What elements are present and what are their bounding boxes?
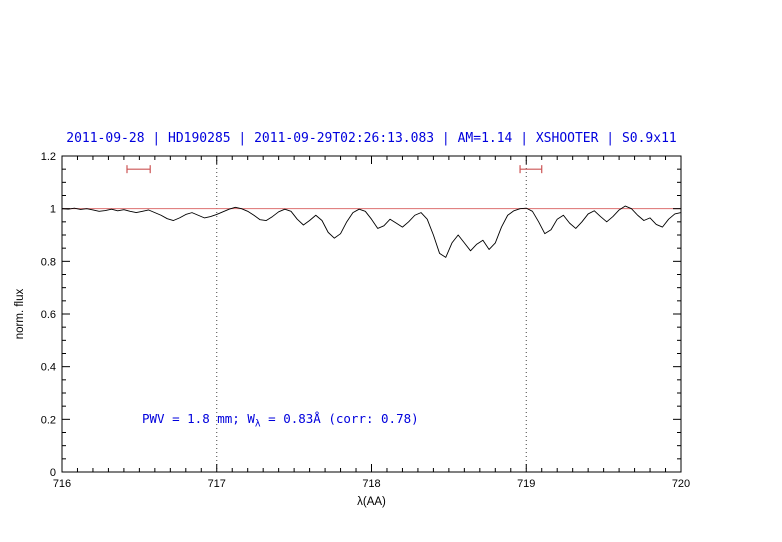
- x-tick-label: 717: [208, 478, 226, 490]
- x-tick-label: 718: [362, 478, 380, 490]
- x-tick-label: 719: [517, 478, 535, 490]
- annotation-prefix: PWV = 1.8 mm; W: [142, 411, 255, 426]
- y-tick-label: 1.2: [41, 151, 56, 163]
- y-tick-label: 0.6: [41, 309, 56, 321]
- x-tick-label: 716: [53, 478, 71, 490]
- plot-title: 2011-09-28 | HD190285 | 2011-09-29T02:26…: [66, 131, 677, 146]
- annotation-subscript-lambda: λ: [254, 418, 261, 430]
- y-axis-label: norm. flux: [14, 288, 26, 340]
- spectrum-line: [61, 205, 682, 258]
- y-tick-label: 0: [50, 467, 56, 479]
- annotation-suffix: = 0.83Å (corr: 0.78): [260, 411, 419, 426]
- y-tick-label: 0.4: [41, 362, 56, 374]
- y-tick-label: 0.2: [41, 414, 56, 426]
- x-tick-label: 720: [672, 478, 690, 490]
- y-tick-label: 1: [50, 204, 56, 216]
- pwv-annotation: PWV = 1.8 mm; Wλ = 0.83Å (corr: 0.78): [142, 411, 419, 430]
- x-axis-label: λ(AA): [357, 496, 386, 508]
- y-tick-label: 0.8: [41, 256, 56, 268]
